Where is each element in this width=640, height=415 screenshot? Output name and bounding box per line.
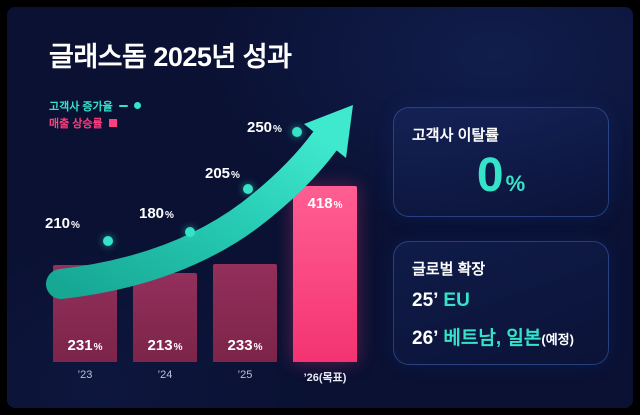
global-card-title: 글로벌 확장 <box>412 261 486 278</box>
page-title: 글래스돔 2025년 성과 <box>49 42 292 72</box>
global-row-value: 베트남, 일본 <box>443 328 542 349</box>
churn-value: 0% <box>394 148 608 203</box>
line-point <box>103 236 113 246</box>
bar-value-label: 213% <box>147 337 183 354</box>
line-series-icon <box>118 104 128 107</box>
churn-rate-card: 고객사 이탈률 0% <box>393 107 609 217</box>
revenue-bar: 233% <box>213 264 277 362</box>
line-point-label: 205% <box>205 165 240 182</box>
line-point-label: 210% <box>45 215 80 232</box>
global-row-2026: 26’ 베트남, 일본(예정) <box>412 323 590 350</box>
line-point <box>243 184 253 194</box>
x-axis-tick-label: ’25 <box>237 369 253 381</box>
global-expansion-card: 글로벌 확장 25’ EU 26’ 베트남, 일본(예정) <box>393 241 609 365</box>
bar-value-label: 231% <box>67 337 103 354</box>
churn-value-unit: % <box>505 171 526 196</box>
global-row-prefix: 25’ <box>412 290 439 311</box>
performance-chart: 231% ’23 213% ’24 233% ’25 418% ’26(목표) 210% 180%… <box>45 99 379 395</box>
global-row-2025: 25’ EU <box>412 290 590 312</box>
line-point <box>185 227 195 237</box>
line-point-icon <box>133 102 141 109</box>
legend-line-label: 고객사 증가율 <box>49 100 113 113</box>
bar-series-icon <box>108 118 117 127</box>
revenue-bar: 231% <box>53 265 117 362</box>
legend-line-series: 고객사 증가율 <box>49 97 141 114</box>
churn-value-number: 0 <box>476 149 504 202</box>
x-axis-tick-label: ’24 <box>157 369 173 381</box>
global-row-suffix: (예정) <box>541 332 574 347</box>
global-row-value: EU <box>443 290 470 311</box>
bar-value-label: 418% <box>307 195 343 212</box>
line-point-label: 250% <box>247 119 282 136</box>
line-point-label: 180% <box>139 205 174 222</box>
global-row-prefix: 26’ <box>412 328 439 349</box>
x-axis-tick-label: ’23 <box>77 369 93 381</box>
revenue-bar: 418% <box>293 186 357 362</box>
line-point <box>292 127 302 137</box>
slide-background: 글래스돔 2025년 성과 고객사 증가율 매출 상승률 231% ’23 213%… <box>7 7 633 408</box>
x-axis-tick-label: ’26(목표) <box>303 372 347 384</box>
revenue-bar: 213% <box>133 273 197 362</box>
churn-card-title: 고객사 이탈률 <box>412 127 499 144</box>
bar-value-label: 233% <box>227 337 263 354</box>
